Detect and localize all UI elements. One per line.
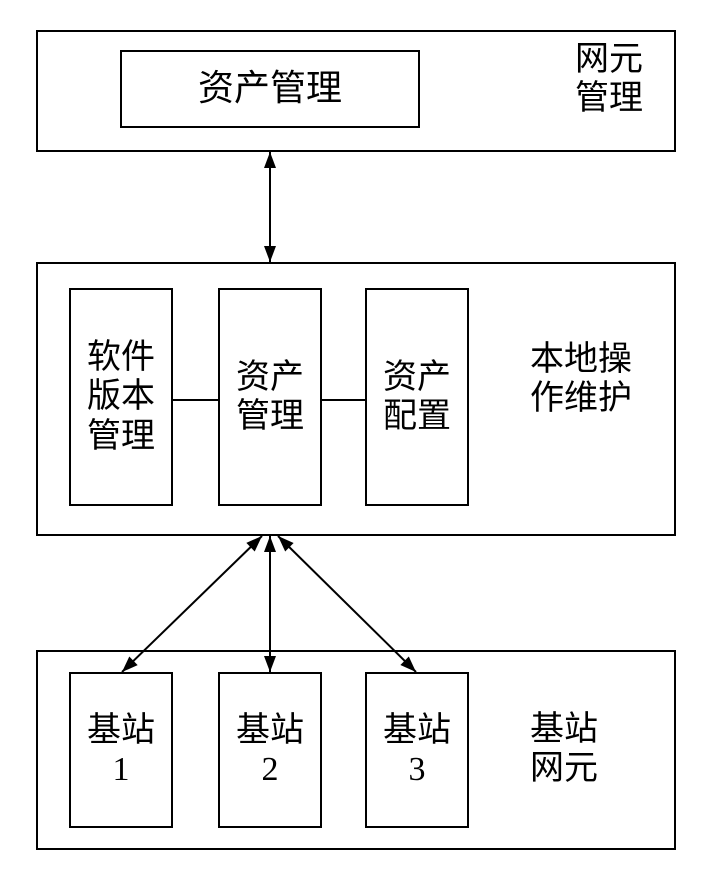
node-basestation-1: 基站 1: [69, 672, 173, 828]
node-asset-mgmt-top: 资产管理: [120, 50, 420, 128]
node-sw-version-mgmt: 软件 版本 管理: [69, 288, 173, 506]
group-bs-ne-label: 基站 网元: [530, 710, 598, 788]
node-basestation-3: 基站 3: [365, 672, 469, 828]
diagram-canvas: 网元 管理 本地操 作维护 基站 网元 资产管理 软件 版本 管理 资产 管理 …: [0, 0, 717, 869]
group-ne-mgmt-label: 网元 管理: [575, 40, 643, 118]
group-local-om-label: 本地操 作维护: [530, 340, 632, 418]
node-asset-config: 资产 配置: [365, 288, 469, 506]
node-asset-mgmt-mid: 资产 管理: [218, 288, 322, 506]
node-basestation-2: 基站 2: [218, 672, 322, 828]
